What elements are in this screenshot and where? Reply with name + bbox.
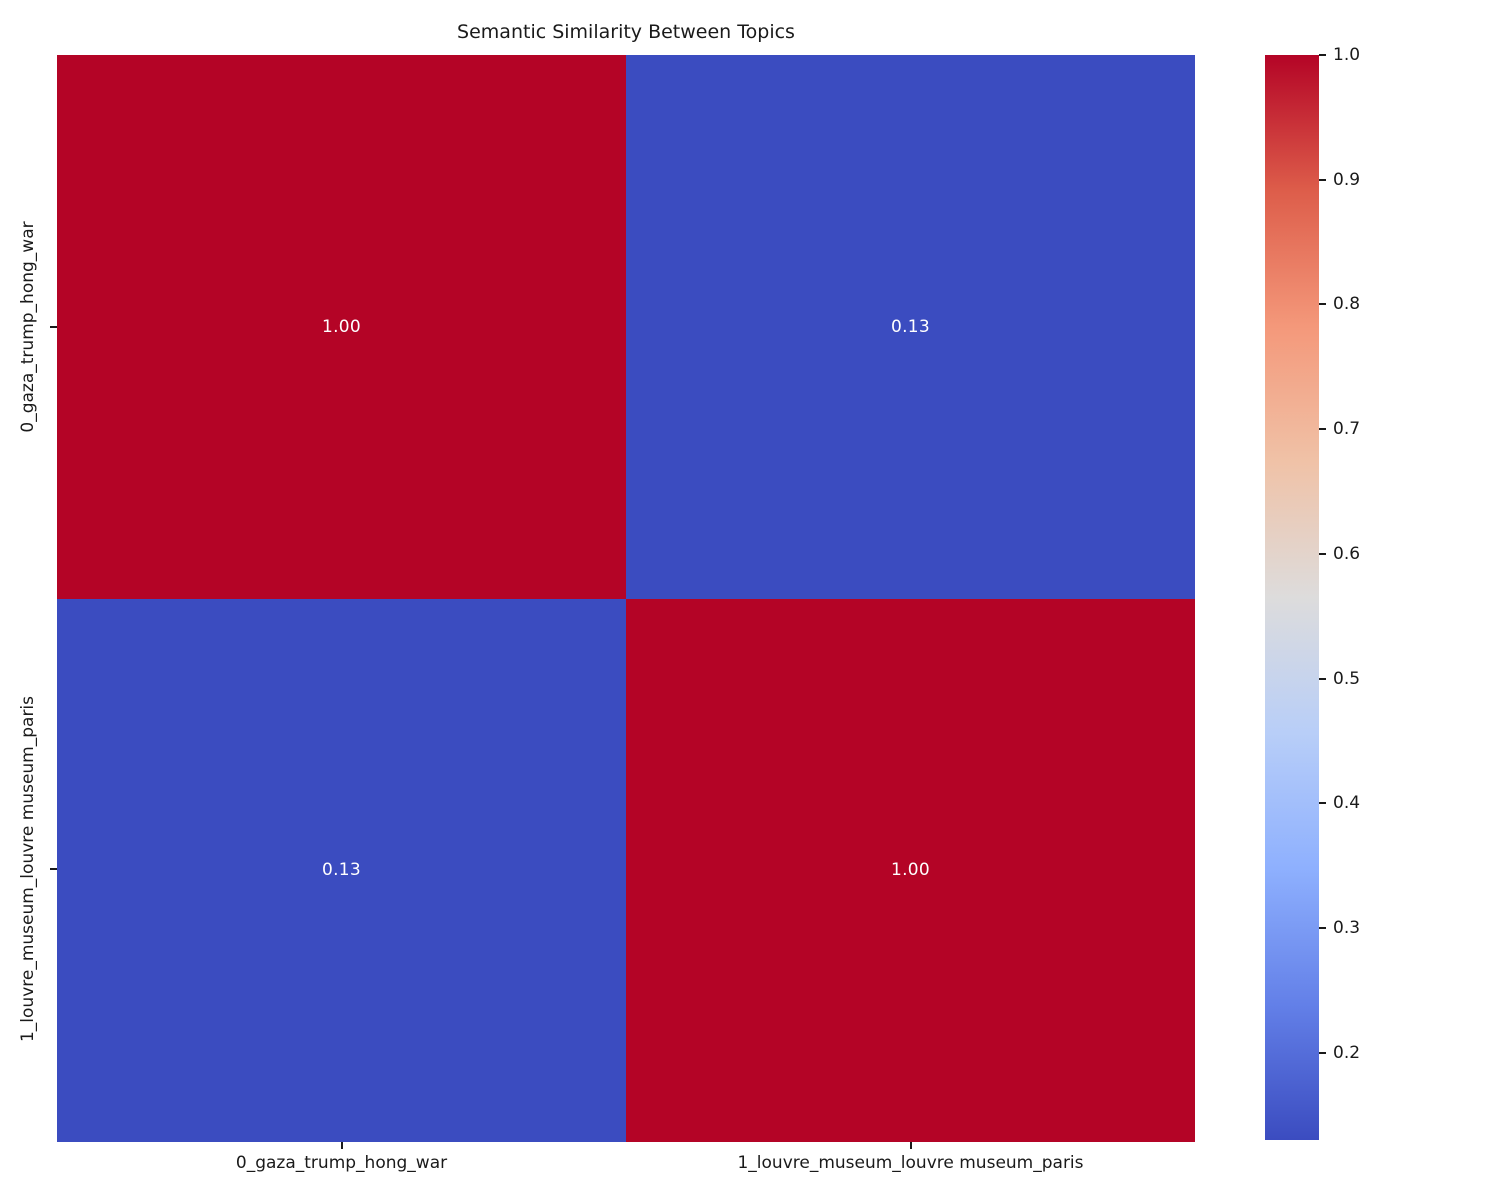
colorbar-tick-label: 0.9 — [1333, 169, 1361, 190]
y-axis-label-0: 0_gaza_trump_hong_war — [18, 221, 38, 433]
y-axis-tick-mark — [50, 868, 57, 871]
x-axis-label-1: 1_louvre_museum_louvre museum_paris — [737, 1153, 1084, 1173]
colorbar-tick-mark — [1319, 802, 1326, 805]
chart-title: Semantic Similarity Between Topics — [457, 21, 795, 43]
heatmap-cell-1-0: 0.13 — [57, 598, 626, 1142]
colorbar-tick-mark — [1319, 178, 1326, 181]
colorbar — [1265, 55, 1319, 1140]
y-axis-label-1: 1_louvre_museum_louvre museum_paris — [18, 696, 38, 1043]
colorbar-tick-label: 0.2 — [1333, 1042, 1361, 1063]
heatmap-cell-0-1: 0.13 — [626, 55, 1195, 599]
y-axis-tick-mark — [50, 325, 57, 328]
heatmap-cell-0-0: 1.00 — [57, 55, 626, 599]
colorbar-tick-mark — [1319, 303, 1326, 306]
colorbar-tick-mark — [1319, 927, 1326, 929]
colorbar-tick-label: 0.7 — [1333, 419, 1361, 440]
colorbar-tick-label: 0.6 — [1333, 543, 1361, 564]
cell-value: 1.00 — [321, 316, 362, 337]
colorbar-tick-mark — [1319, 54, 1326, 56]
cell-value: 0.13 — [890, 316, 931, 337]
x-axis-tick-mark — [909, 1142, 912, 1149]
colorbar-tick-label: 0.8 — [1333, 294, 1361, 315]
colorbar-tick-label: 0.4 — [1333, 793, 1361, 814]
cell-value: 0.13 — [321, 860, 362, 881]
cell-value: 1.00 — [890, 860, 931, 881]
colorbar-tick-mark — [1319, 552, 1326, 555]
colorbar-tick-label: 1.0 — [1333, 45, 1361, 65]
colorbar-tick-mark — [1319, 677, 1326, 680]
heatmap-cell-1-1: 1.00 — [626, 598, 1195, 1142]
colorbar-tick-label: 0.3 — [1333, 918, 1361, 938]
colorbar-tick-label: 0.5 — [1333, 668, 1361, 689]
colorbar-tick-mark — [1319, 1051, 1326, 1054]
colorbar-tick-mark — [1319, 428, 1326, 431]
x-axis-label-0: 0_gaza_trump_hong_war — [235, 1153, 448, 1173]
x-axis-tick-mark — [340, 1142, 343, 1149]
heatmap-grid: 1.00 0.13 0.13 1.00 — [57, 55, 1195, 1142]
